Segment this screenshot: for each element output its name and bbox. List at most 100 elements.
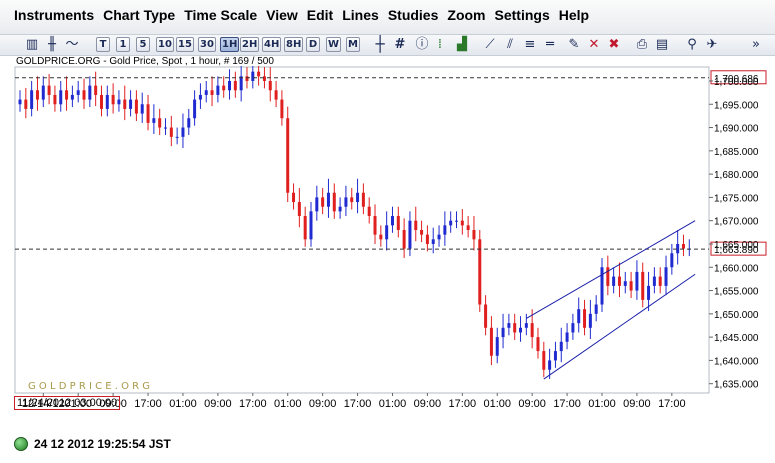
y-tick-label: 1,640.000 [714,356,759,367]
menu-edit[interactable]: Edit [306,7,334,23]
price-level-label: 1,700.686 [714,74,759,85]
y-tick-label: 1,635.000 [714,380,759,391]
candle-body [559,341,563,352]
candle-body [123,99,127,109]
grid-icon[interactable]: # [394,37,406,52]
candle-body [152,118,156,123]
bar-chart-icon[interactable]: ╫ [48,37,56,52]
delete-icon[interactable]: ✕ [588,37,600,52]
menu-settings[interactable]: Settings [494,7,550,23]
watermark: G O L D P R I C E . O R G [28,381,150,392]
delete-all-icon[interactable]: ✖ [608,37,620,52]
timeframe-d-button[interactable]: D [306,37,320,52]
plot-area [14,66,710,394]
channel-line [526,220,696,319]
candle-body [460,220,464,226]
timeframe-30-button[interactable]: 30 [198,37,216,52]
timeframe-8h-button[interactable]: 8H [284,37,304,52]
candle-body [204,90,208,95]
candle-body [443,225,447,235]
candle-body [175,136,179,138]
x-tick-label: 17:00 [134,398,162,410]
timeframe-1h-button[interactable]: 1H [220,37,240,52]
candlestick-chart-icon[interactable]: ▥ [25,37,39,52]
price-level-box [710,241,767,256]
collapse-toolbar-icon[interactable]: » [752,37,760,52]
y-tick-label: 1,660.000 [714,263,759,274]
crosshair-icon[interactable]: ┼ [375,35,385,53]
candle-body [117,99,121,105]
menu-view[interactable]: View [266,7,298,23]
candle-body [169,127,173,137]
menu-studies[interactable]: Studies [387,7,439,23]
timeframe-w-button[interactable]: W [326,37,342,52]
x-tick-label: 01:00 [379,398,407,410]
info-icon[interactable]: ⓘ [415,37,429,52]
menu-lines[interactable]: Lines [342,7,379,23]
status-bar: 24 12 2012 19:25:54 JST [14,437,171,451]
horizontal-line-icon[interactable]: ═ [546,37,554,52]
timeframe-10-button[interactable]: 10 [156,37,174,52]
y-tick-label: 1,650.000 [714,310,759,321]
candle-body [681,243,685,249]
line-chart-icon[interactable]: 〜 [65,37,79,52]
timeframe-4h-button[interactable]: 4H [262,37,282,52]
candle-body [332,192,336,212]
x-tick-label: 01:00 [274,398,302,410]
timeframe-1-button[interactable]: 1 [116,37,130,52]
candle-body [507,323,511,328]
candle-body [41,85,45,100]
menu-chart-type[interactable]: Chart Type [103,7,176,23]
candle-body [583,309,587,328]
candle-body [111,94,115,105]
candle-body [577,309,581,324]
candle-body [18,99,22,105]
candle-body [437,234,441,240]
pin-icon[interactable]: ✈ [706,37,718,52]
timeframe-2h-button[interactable]: 2H [240,37,260,52]
x-tick-label: 01:00 [64,398,92,410]
channel-icon[interactable]: ⫽ [507,37,513,52]
candle-body [571,323,575,333]
timeframe-t-button[interactable]: T [96,37,110,52]
candle-body [489,327,493,356]
menu-time-scale[interactable]: Time Scale [184,7,258,23]
candle-body [280,99,284,119]
candle-body [239,76,243,91]
candle-body [548,360,552,370]
y-tick-label: 1,655.000 [714,287,759,298]
volume-icon[interactable]: ⁞ [437,37,443,52]
menu-help[interactable]: Help [558,7,590,23]
candle-body [30,90,34,109]
candle-body [658,276,662,286]
x-tick-label: 09:00 [518,398,546,410]
histogram-icon[interactable]: ▟ [457,37,467,52]
timeframe-15-button[interactable]: 15 [176,37,194,52]
x-tick-label: 09:00 [204,398,232,410]
status-time: 24 12 2012 19:25:54 JST [34,437,171,451]
candle-body [292,192,296,203]
candle-body [47,85,51,95]
menu-zoom[interactable]: Zoom [447,7,486,23]
menu-bar: Instruments Chart Type Time Scale View Edit L… [0,0,775,35]
candle-body [396,216,400,230]
fibonacci-icon[interactable]: ≡ [524,37,536,52]
candle-body [245,76,249,81]
print-preview-icon[interactable]: ▤ [655,37,669,52]
timeframe-5-button[interactable]: 5 [136,37,150,52]
x-tick-label: 09:00 [414,398,442,410]
menu-instruments[interactable]: Instruments [14,7,95,23]
print-icon[interactable]: ⎙ [636,37,648,52]
price-level-box [710,70,767,85]
candle-body [53,94,57,105]
draw-icon[interactable]: ✎ [568,37,580,52]
trendline-icon[interactable]: ⟋ [485,37,495,52]
candle-body [472,230,476,240]
zoom-icon[interactable]: ⚲ [687,37,697,52]
candle-body [198,94,202,100]
candle-body [390,216,394,226]
x-tick-label: 09:00 [623,398,651,410]
timeframe-m-button[interactable]: M [346,37,360,52]
x-tick-label: 09:00 [309,398,337,410]
